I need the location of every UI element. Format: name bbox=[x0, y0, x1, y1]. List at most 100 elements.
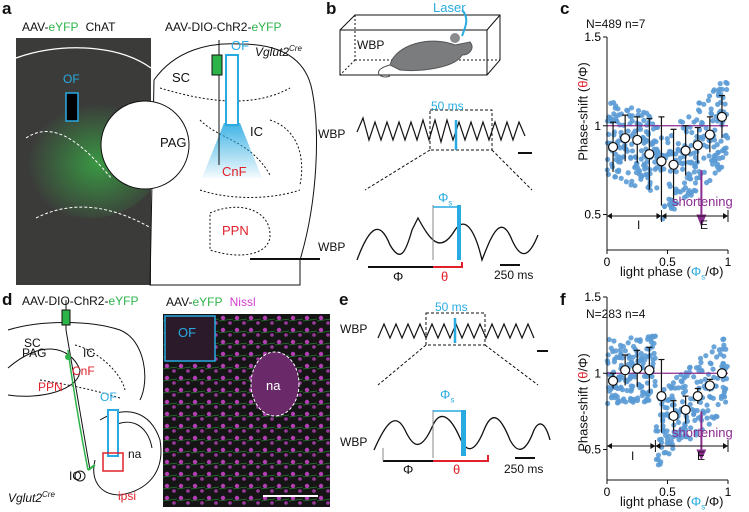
chart-f-point bbox=[684, 434, 690, 440]
panel-a-ic: IC bbox=[250, 124, 263, 139]
chart-f-point bbox=[651, 350, 657, 356]
chart-f-point bbox=[698, 359, 704, 366]
chart-c-point bbox=[629, 178, 635, 184]
chart-c-point bbox=[618, 175, 624, 181]
chart-f-ylabel-suffix: /Φ) bbox=[575, 353, 591, 372]
chart-c-point bbox=[629, 148, 636, 154]
panel-b-wbp-1: WBP bbox=[318, 127, 346, 141]
panel-label-b: b bbox=[326, 0, 337, 18]
chart-c-xlabel-phi: Φ bbox=[690, 264, 702, 279]
chart-c-point bbox=[644, 138, 650, 144]
chart-c-point bbox=[717, 81, 723, 87]
chart-c-point bbox=[612, 174, 619, 180]
chart-c-point bbox=[719, 86, 725, 92]
chart-c-point bbox=[604, 118, 611, 124]
chart-c-mean-point bbox=[620, 133, 631, 144]
panel-label-d: d bbox=[2, 290, 13, 309]
chart-f-point bbox=[622, 348, 628, 354]
chart-f-point bbox=[704, 415, 710, 421]
chart-f-point bbox=[664, 428, 670, 434]
chart-f-point bbox=[624, 387, 630, 394]
panel-b-theta: θ bbox=[441, 269, 449, 284]
chart-c-point bbox=[654, 146, 660, 152]
chart-f-point bbox=[694, 379, 700, 385]
chart-c-point bbox=[703, 180, 710, 186]
chart-f-point bbox=[709, 349, 715, 355]
chart-f-point bbox=[623, 399, 629, 405]
chart-f-point bbox=[628, 335, 634, 341]
chart-c-ytick-label: 1 bbox=[594, 119, 601, 133]
chart-c-xtick-label: 0.5 bbox=[659, 255, 676, 269]
chart-c-region-arrowhead bbox=[656, 213, 662, 219]
chart-c-ytick-label: 1.5 bbox=[584, 30, 601, 44]
chart-f-region-i: I bbox=[631, 449, 635, 463]
chart-f-point bbox=[648, 339, 655, 345]
panel-a-cre-sup: Cre bbox=[289, 44, 302, 53]
chart-c-mean-point bbox=[668, 159, 679, 170]
chart-f-point bbox=[613, 348, 619, 354]
chart-f-point bbox=[679, 399, 686, 405]
chart-c-point bbox=[688, 192, 694, 198]
chart-f-point bbox=[663, 412, 669, 418]
chart-f-point bbox=[693, 365, 700, 371]
chart-f-point bbox=[687, 401, 693, 408]
panel-d-micro-nissl: Nissl bbox=[229, 295, 256, 309]
chart-f-point bbox=[692, 417, 698, 424]
chart-f-mean-point bbox=[692, 391, 703, 402]
chart-c-point bbox=[711, 137, 718, 143]
chart-f-ylabel: Phase-shift (θ/Φ) bbox=[576, 338, 591, 468]
chart-c-point bbox=[623, 179, 629, 185]
chart-f-ylabel-theta: θ bbox=[575, 371, 591, 379]
chart-f-mean-point bbox=[704, 380, 715, 391]
chart-c-xlabel-prefix: light phase ( bbox=[620, 264, 691, 279]
chart-c-point bbox=[703, 125, 709, 131]
chart-f-mean-point bbox=[680, 404, 691, 415]
panel-a-cnf: CnF bbox=[222, 164, 247, 179]
chart-c-point bbox=[697, 109, 703, 115]
chart-c-ytick-label: 0.5 bbox=[584, 208, 601, 222]
chart-f-point bbox=[631, 396, 638, 402]
chart-f-point bbox=[677, 432, 683, 438]
panel-d-na: na bbox=[128, 447, 142, 461]
panel-d-ic: IC bbox=[83, 346, 95, 360]
chart-c-point bbox=[638, 148, 645, 154]
chart-f-point bbox=[714, 354, 720, 360]
panel-a-of-schematic: OF bbox=[231, 38, 250, 53]
chart-f-region-e: E bbox=[697, 449, 706, 463]
chart-f-point bbox=[691, 374, 697, 380]
chart-f-point bbox=[666, 383, 672, 389]
panel-e-250ms: 250 ms bbox=[504, 462, 544, 476]
chart-f-point bbox=[699, 367, 705, 374]
panel-a-right-title: AAV-DIO-ChR2-eYFP bbox=[165, 20, 281, 34]
chart-c-point bbox=[724, 80, 730, 87]
chart-c-mean-point bbox=[607, 141, 619, 153]
chart-f-mean-point bbox=[716, 368, 728, 379]
chart-f-point bbox=[630, 343, 637, 350]
chart-f-point bbox=[703, 353, 709, 359]
chart-f-point bbox=[608, 395, 614, 401]
chart-c-point bbox=[706, 93, 713, 99]
chart-c-point bbox=[662, 203, 668, 209]
panel-d-ipsi: ipsi bbox=[118, 489, 137, 503]
chart-c-ylabel-prefix: Phase-shift ( bbox=[575, 87, 591, 161]
chart-c-point bbox=[630, 130, 637, 137]
panel-a-micrograph bbox=[16, 38, 151, 285]
chart-c-point bbox=[667, 168, 673, 174]
panel-e-phi: Φ bbox=[403, 462, 414, 477]
chart-f-point bbox=[617, 347, 623, 353]
chart-f-point bbox=[671, 429, 677, 435]
chart-f-point bbox=[641, 373, 648, 379]
chart-c-point bbox=[696, 100, 702, 106]
chart-f-region-arrowhead bbox=[607, 443, 612, 449]
chart-f-point bbox=[615, 397, 621, 403]
panel-d-cre-label: Vglut2Cre bbox=[8, 490, 55, 505]
panel-a-left-title-green: eYFP bbox=[48, 20, 79, 34]
chart-c-point bbox=[724, 86, 730, 93]
chart-c-mean-point bbox=[704, 129, 715, 140]
chart-f-point bbox=[710, 366, 716, 372]
chart-c-point bbox=[643, 171, 649, 178]
chart-c-point bbox=[712, 170, 718, 176]
chart-c-xlabel: light phase (Φs/Φ) bbox=[620, 264, 724, 282]
panel-d-io: IO bbox=[69, 469, 82, 483]
chart-c-point bbox=[667, 148, 673, 154]
